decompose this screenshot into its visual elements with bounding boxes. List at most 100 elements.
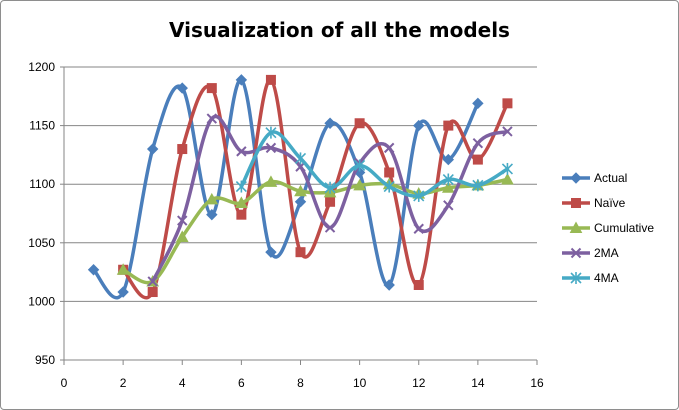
data-point [177,144,188,155]
data-point [441,181,455,193]
grid-lines [64,66,537,361]
legend-label: 4MA [594,271,619,285]
data-point [236,209,247,220]
data-point [354,118,365,129]
x-tick-label: 14 [471,376,485,390]
data-point [325,196,336,207]
data-point [383,279,395,291]
data-point [472,137,484,149]
legend-label: Naïve [594,196,626,210]
data-point [501,162,514,175]
data-point [205,192,219,205]
x-tick-label: 6 [238,376,245,390]
data-point [442,153,455,166]
marker-stroke [383,142,395,154]
marker-stroke [502,126,513,137]
data-point [206,83,217,94]
data-point [265,126,277,139]
legend-marker [570,172,582,184]
data-point [116,263,130,275]
series-line [91,78,480,300]
data-point [117,286,129,298]
data-point [502,98,513,109]
axes [60,66,538,365]
y-tick-label: 950 [35,353,55,367]
data-point [206,113,218,124]
data-point [353,178,366,191]
marker-stroke [206,113,218,124]
x-tick-label: 8 [297,376,304,390]
data-point [324,222,336,233]
data-point [383,142,395,154]
data-point [413,189,425,202]
data-point [294,196,307,208]
data-point [206,208,218,221]
data-point [294,152,307,165]
data-point [443,200,454,211]
series-na-ve [118,74,513,300]
legend-entry-actual: Actual [562,171,627,185]
legend-marker [570,247,582,259]
x-tick-label: 4 [179,376,186,390]
tick-labels: 950 1000 1050 1100 1150 1200 0 2 4 6 8 10 12 14 16 [28,60,544,390]
marker-stroke [413,223,424,234]
data-point [87,264,100,276]
x-tick-label: 0 [61,376,68,390]
data-point [235,180,247,193]
x-tick-label: 12 [412,376,426,390]
x-tick-label: 10 [353,376,367,390]
data-point [175,230,189,242]
data-point [265,74,276,85]
series-group [87,74,514,300]
legend-marker [571,198,581,208]
data-point [413,279,424,290]
data-point [502,126,513,137]
data-point [235,196,248,208]
data-point [324,117,336,129]
marker-stroke [443,200,454,211]
legend-label: Cumulative [594,221,654,235]
data-point [177,215,188,226]
data-point [354,159,366,172]
data-point [147,287,158,298]
legend-entry-na-ve: Naïve [562,196,626,210]
marker-stroke [236,146,247,157]
legend-marker [570,272,582,284]
data-point [146,143,159,155]
legend-entry-cumulative: Cumulative [562,221,654,235]
legend-label: Actual [594,171,627,185]
data-point [264,175,278,187]
legend-entry-2ma: 2MA [562,246,619,260]
data-point [324,181,336,194]
legend: Actual Naïve Cumulative 2MA 4MA [562,171,654,285]
series-line [121,177,510,285]
data-point [147,276,158,287]
data-point [235,74,248,86]
y-tick-label: 1100 [29,177,55,191]
legend-entry-4ma: 4MA [562,271,619,285]
marker-stroke [265,142,277,154]
y-tick-label: 1200 [28,60,55,74]
y-tick-label: 1000 [28,294,55,308]
data-point [265,246,277,258]
data-point [383,180,395,193]
marker-stroke [324,222,336,233]
series-line [239,130,510,198]
data-point [413,119,425,132]
data-point [442,173,454,186]
y-tick-label: 1150 [29,119,55,133]
marker-stroke [472,137,484,149]
chart-title: Visualization of all the models [169,18,510,42]
data-point [294,184,307,197]
data-point [472,154,483,165]
x-tick-label: 2 [120,376,127,390]
data-point [295,247,306,258]
data-point [413,223,424,234]
data-point [472,97,484,110]
marker-stroke [147,276,158,287]
legend-marker [569,221,583,233]
data-point [384,167,395,178]
data-point [472,179,484,192]
